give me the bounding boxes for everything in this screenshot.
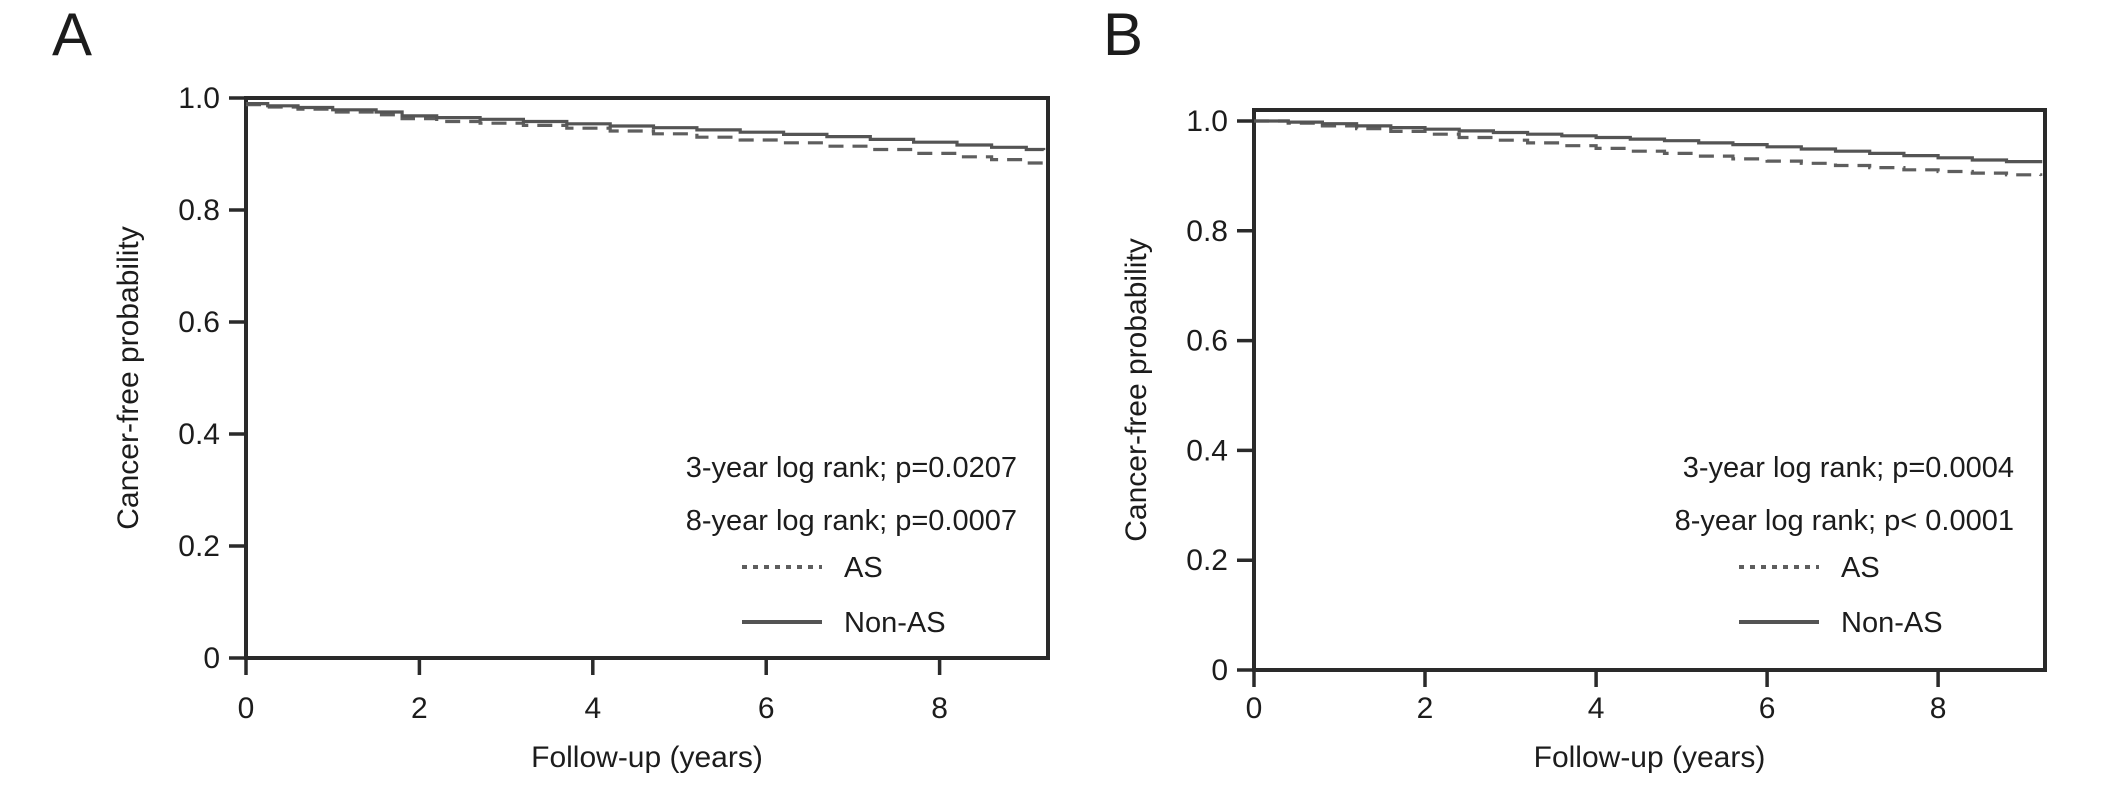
y-tick-label: 1.0: [1186, 105, 1228, 138]
legend-label-as: AS: [844, 552, 883, 584]
legend-label-as: AS: [1841, 552, 1880, 584]
x-tick-label: 6: [1759, 692, 1776, 725]
x-tick-label: 4: [1588, 692, 1605, 725]
logrank-annotation: 8-year log rank; p< 0.0001: [1675, 505, 2014, 537]
y-tick-label: 0.6: [1186, 325, 1228, 358]
x-axis-title: Follow-up (years): [531, 741, 763, 774]
x-tick-label: 8: [1930, 692, 1947, 725]
y-axis-title: Cancer-free probability: [1120, 238, 1153, 541]
panel-a: A 0 0.2 0.4 0.6 0.8 1.0 0 2 4 6 8 Follow-up (years)…: [52, 1, 1050, 774]
series-non-as-curve: [246, 102, 1046, 152]
x-tick-label: 0: [238, 692, 255, 725]
x-tick-label: 4: [584, 692, 601, 725]
series-as-curve: [246, 103, 1046, 165]
x-tick-label: 0: [1246, 692, 1263, 725]
logrank-annotation: 8-year log rank; p=0.0007: [686, 505, 1017, 537]
y-tick-label: 0.6: [178, 306, 220, 339]
y-tick-label: 0.4: [1186, 434, 1228, 467]
y-tick-label: 0.8: [178, 194, 220, 227]
x-tick-label: 8: [931, 692, 948, 725]
y-tick-label: 0.2: [178, 530, 220, 563]
series-non-as-curve: [1254, 119, 2043, 164]
plot-frame: [1252, 108, 2047, 672]
x-tick-label: 6: [758, 692, 775, 725]
x-tick-label: 2: [1417, 692, 1434, 725]
y-tick-label: 0: [203, 642, 220, 675]
plot-frame: [244, 96, 1050, 660]
panel-a-label: A: [52, 1, 93, 68]
panel-b: B 0 0.2 0.4 0.6 0.8 1.0 0 2 4 6 8 Follow-up (years)…: [1063, 0, 2126, 803]
panel-b-label: B: [1103, 1, 1144, 68]
panel-b-chart: 0 0.2 0.4 0.6 0.8 1.0 0 2 4 6 8 Follow-up (years) Ca…: [1120, 105, 2047, 774]
logrank-annotation: 3-year log rank; p=0.0004: [1683, 452, 2014, 484]
y-axis-title: Cancer-free probability: [112, 226, 145, 529]
legend-label-non-as: Non-AS: [844, 607, 946, 639]
x-tick-label: 2: [411, 692, 428, 725]
y-tick-label: 0.2: [1186, 544, 1228, 577]
y-tick-label: 1.0: [178, 82, 220, 115]
series-as-curve: [1254, 119, 2043, 177]
y-tick-label: 0: [1211, 654, 1228, 687]
legend-label-non-as: Non-AS: [1841, 607, 1943, 639]
x-axis-title: Follow-up (years): [1534, 741, 1766, 774]
panel-a-chart: 0 0.2 0.4 0.6 0.8 1.0 0 2 4 6 8 Follow-up (years) Ca…: [112, 82, 1050, 774]
y-tick-label: 0.8: [1186, 215, 1228, 248]
logrank-annotation: 3-year log rank; p=0.0207: [686, 452, 1017, 484]
y-tick-label: 0.4: [178, 418, 220, 451]
